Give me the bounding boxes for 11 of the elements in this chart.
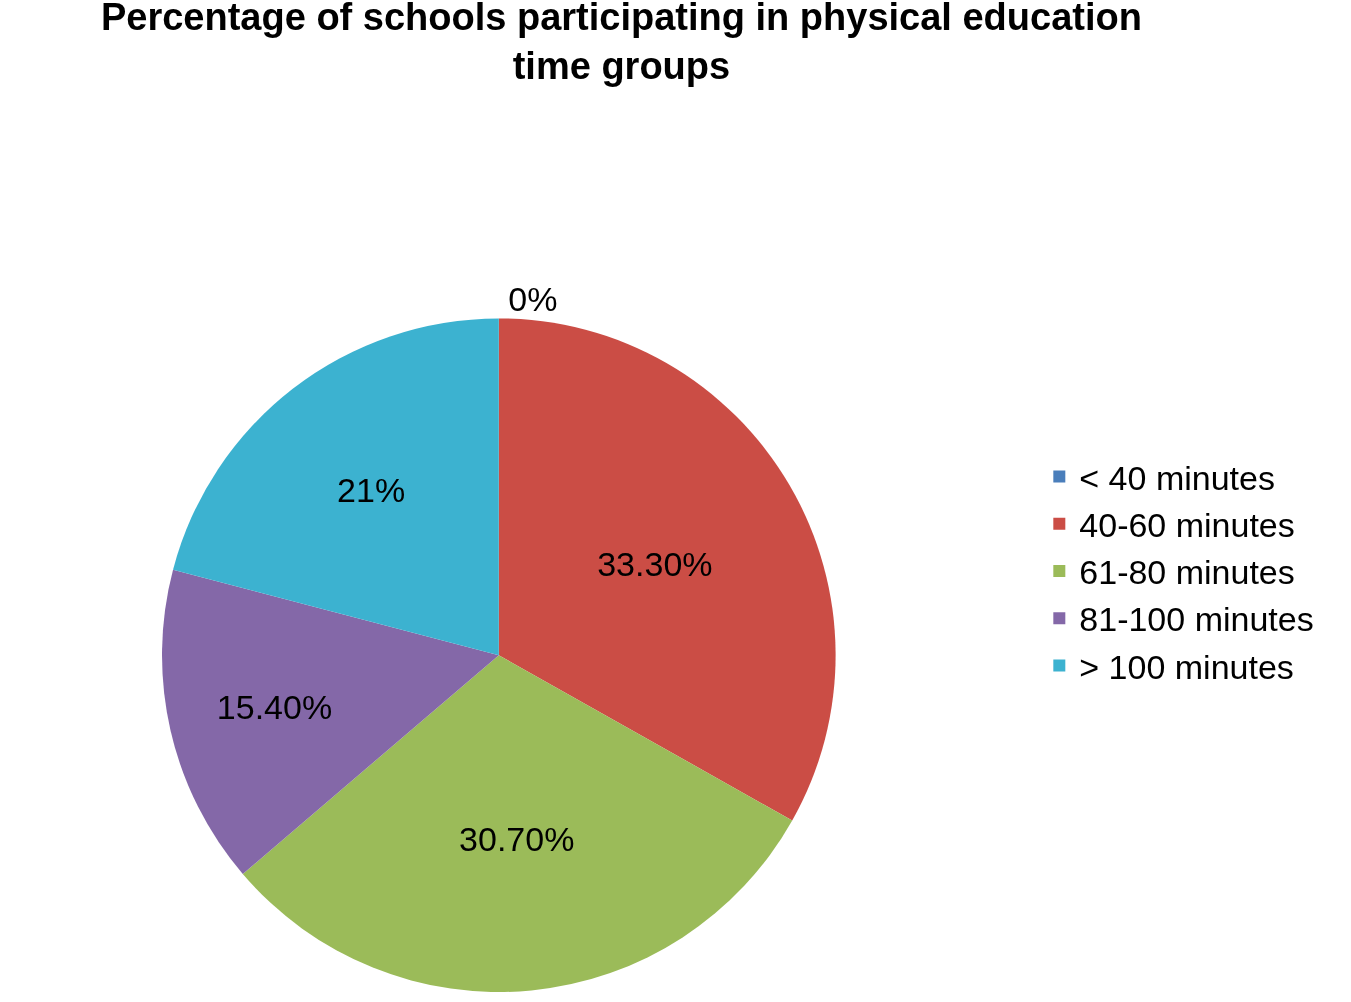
legend-label: 61-80 minutes — [1079, 553, 1295, 592]
data-label: 33.30% — [597, 545, 713, 584]
legend-label: 40-60 minutes — [1079, 506, 1295, 545]
text: 0% — [508, 280, 558, 319]
legend-label: < 40 minutes — [1079, 458, 1275, 497]
data-label: 30.70% — [459, 820, 575, 859]
data-label: 21% — [337, 470, 406, 509]
data-label: 15.40% — [216, 687, 333, 726]
legend-label: 81-100 minutes — [1079, 600, 1314, 639]
legend-label: > 100 minutes — [1079, 647, 1294, 686]
chart-title: Percentage of schools participating in physical education time groups — [100, 0, 1142, 88]
